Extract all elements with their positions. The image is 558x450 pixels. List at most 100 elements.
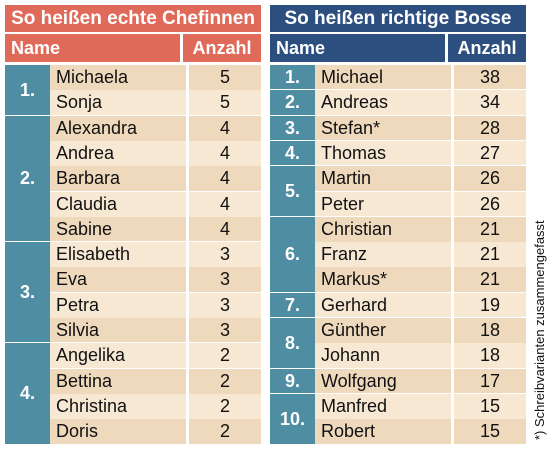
women-name-cell: Elisabeth <box>56 244 131 265</box>
women-table-row: Christina 2 <box>50 393 261 419</box>
women-name-cell: Silvia <box>56 320 100 340</box>
women-rank-label: 3. <box>5 242 50 344</box>
women-count-cell: 5 <box>186 65 261 90</box>
women-name-cell: Bettina <box>56 370 113 391</box>
women-count-cell: 5 <box>186 90 261 116</box>
women-count-cell: 3 <box>186 242 261 268</box>
men-table-row: Andreas 34 <box>315 90 526 116</box>
women-table-row: Alexandra 4 <box>50 115 261 141</box>
men-count-cell: 38 <box>451 65 526 90</box>
men-table-title: So heißen richtige Bosse <box>270 5 526 32</box>
men-count-cell: 28 <box>451 115 526 141</box>
women-count-cell: 4 <box>186 191 261 217</box>
women-table-row: Claudia 4 <box>50 191 261 217</box>
women-count-cell: 3 <box>186 267 261 293</box>
men-rank-label: 5. <box>270 166 315 217</box>
women-count-cell: 4 <box>186 166 261 192</box>
men-name-cell: Robert <box>321 421 376 442</box>
women-count-cell: 3 <box>186 292 261 318</box>
women-table-row: Michaela 5 <box>50 65 261 90</box>
men-name-cell: Manfred <box>321 395 388 416</box>
men-count-cell: 19 <box>451 292 526 318</box>
women-table-row: Elisabeth 3 <box>50 242 261 268</box>
women-count-cell: 2 <box>186 343 261 369</box>
women-name-cell: Angelika <box>56 345 126 366</box>
men-table-row: Christian 21 <box>315 216 526 242</box>
women-count-cell: 2 <box>186 393 261 419</box>
men-rank-label: 4. <box>270 140 315 167</box>
women-table: So heißen echte Chefinnen Name Anzahl 1.… <box>5 5 261 445</box>
men-name-cell: Franz <box>321 244 368 265</box>
men-name-cell: Andreas <box>321 92 389 113</box>
women-rank-label: 2. <box>5 115 50 243</box>
men-col-count-header: Anzahl <box>445 34 526 62</box>
men-count-cell: 21 <box>451 242 526 268</box>
women-name-cell: Doris <box>56 421 99 442</box>
women-table-row: Silvia 3 <box>50 318 261 343</box>
women-table-row: Bettina 2 <box>50 368 261 394</box>
women-table-header: Name Anzahl <box>5 34 261 62</box>
men-rank-label: 10. <box>270 393 315 445</box>
women-name-cell: Sabine <box>56 218 113 239</box>
men-rank-label: 8. <box>270 318 315 369</box>
men-name-cell: Michael <box>321 67 384 87</box>
women-table-row: Sonja 5 <box>50 90 261 116</box>
men-table-row: Michael 38 <box>315 65 526 90</box>
women-table-row: Barbara 4 <box>50 166 261 192</box>
men-count-cell: 18 <box>451 318 526 343</box>
men-name-cell: Stefan* <box>321 117 381 138</box>
men-name-cell: Christian <box>321 218 393 239</box>
men-table-row: Martin 26 <box>315 166 526 192</box>
men-table-row: Franz 21 <box>315 242 526 268</box>
men-name-cell: Thomas <box>321 142 387 163</box>
women-table-row: Andrea 4 <box>50 140 261 166</box>
women-count-cell: 2 <box>186 368 261 394</box>
women-name-cell: Petra <box>56 294 100 315</box>
men-table-row: Thomas 27 <box>315 140 526 166</box>
women-name-cell: Michaela <box>56 67 129 87</box>
women-col-count-header: Anzahl <box>180 34 261 62</box>
men-table-row: Stefan* 28 <box>315 115 526 141</box>
men-col-name-header: Name <box>276 38 326 58</box>
men-name-cell: Gerhard <box>321 294 388 315</box>
men-count-cell: 21 <box>451 267 526 293</box>
men-name-cell: Johann <box>321 345 381 366</box>
men-table-row: Günther 18 <box>315 318 526 343</box>
men-table-row: Manfred 15 <box>315 393 526 419</box>
men-rank-label: 7. <box>270 292 315 318</box>
women-name-cell: Eva <box>56 269 88 290</box>
men-name-cell: Günther <box>321 320 387 340</box>
men-name-cell: Wolfgang <box>321 370 397 391</box>
women-name-cell: Andrea <box>56 142 115 163</box>
women-table-row: Doris 2 <box>50 419 261 445</box>
men-rank-label: 2. <box>270 90 315 116</box>
women-rank-label: 1. <box>5 65 50 116</box>
men-count-cell: 18 <box>451 343 526 369</box>
women-col-name-header: Name <box>11 38 61 58</box>
men-rank-label: 1. <box>270 65 315 91</box>
men-count-cell: 21 <box>451 216 526 242</box>
women-name-cell: Sonja <box>56 92 103 113</box>
women-table-title: So heißen echte Chefinnen <box>5 5 261 32</box>
men-table: So heißen richtige Bosse Name Anzahl 1. M… <box>270 5 526 445</box>
women-count-cell: 4 <box>186 115 261 141</box>
men-count-cell: 15 <box>451 393 526 419</box>
men-rank-label: 6. <box>270 216 315 293</box>
men-table-row: Markus* 21 <box>315 267 526 293</box>
men-table-header: Name Anzahl <box>270 34 526 62</box>
footnote: *) Schreibvarianten zusammengefasst <box>532 220 547 440</box>
women-rank-label: 4. <box>5 343 50 445</box>
women-count-cell: 4 <box>186 216 261 242</box>
women-name-cell: Alexandra <box>56 117 138 138</box>
women-table-row: Angelika 2 <box>50 343 261 369</box>
women-name-cell: Barbara <box>56 168 121 189</box>
men-name-cell: Markus* <box>321 269 388 290</box>
women-count-cell: 4 <box>186 140 261 166</box>
men-table-row: Johann 18 <box>315 343 526 369</box>
women-table-row: Sabine 4 <box>50 216 261 242</box>
men-table-row: Wolfgang 17 <box>315 368 526 394</box>
men-table-row: Gerhard 19 <box>315 292 526 318</box>
women-name-cell: Christina <box>56 395 128 416</box>
men-name-cell: Martin <box>321 168 372 189</box>
men-name-cell: Peter <box>321 193 365 214</box>
